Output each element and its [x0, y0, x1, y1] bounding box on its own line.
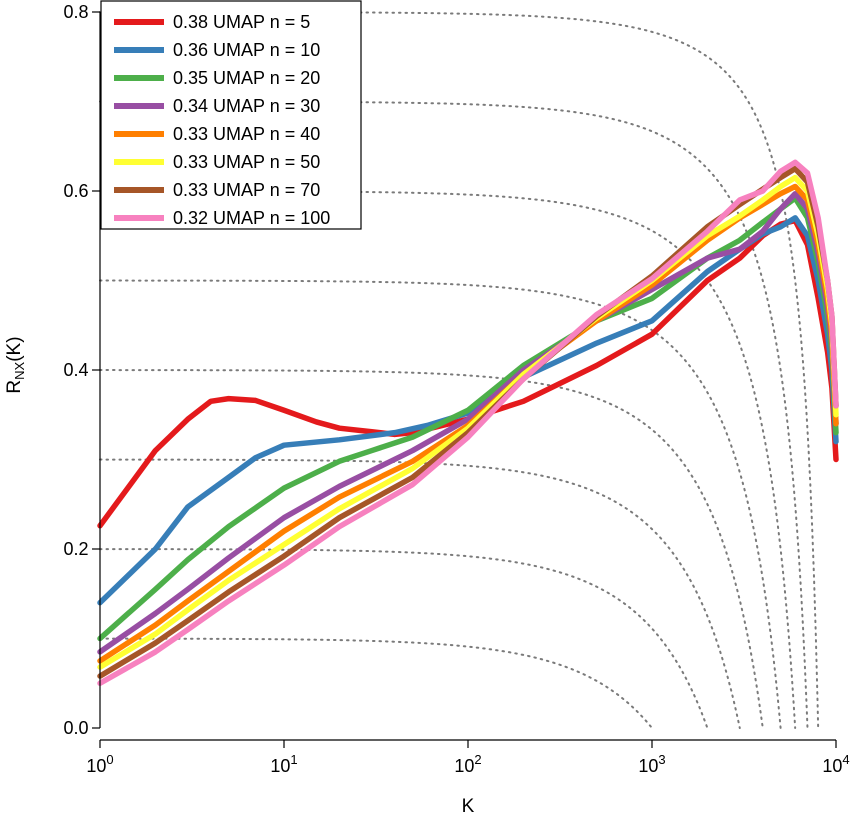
y-tick-label: 0.6: [63, 181, 88, 201]
legend-label-6: 0.33 UMAP n = 50: [173, 152, 320, 172]
reference-curve: [99, 11, 820, 729]
y-axis-title-sub: NX: [12, 361, 27, 379]
y-tick-label: 0.2: [63, 539, 88, 559]
x-axis-title: K: [462, 796, 475, 817]
x-tick-label: 101: [270, 752, 297, 776]
y-axis-title-base: R: [4, 380, 25, 394]
reference-curve: [99, 369, 764, 729]
x-tick-label: 100: [86, 752, 113, 776]
x-tick-label: 102: [454, 752, 481, 776]
x-ticks: 100 101 102 103 104: [86, 740, 850, 776]
reference-curve: [99, 637, 653, 729]
legend-items: 0.38 UMAP n = 5 0.36 UMAP n = 10 0.35 UMAP…: [114, 12, 330, 228]
reference-curve: [99, 279, 782, 729]
legend-label-5: 0.33 UMAP n = 40: [173, 124, 320, 144]
y-tick-label: 0.0: [63, 718, 88, 738]
y-tick-label: 0.8: [63, 2, 88, 22]
reference-curve: [99, 548, 709, 729]
axes: 0.0 0.2 0.4 0.6 0.8 100 101 102 103 104: [63, 2, 849, 776]
series-line-8: [97, 159, 839, 686]
legend-label-2: 0.36 UMAP n = 10: [173, 40, 320, 60]
legend-label-3: 0.35 UMAP n = 20: [173, 68, 320, 88]
legend-label-4: 0.34 UMAP n = 30: [173, 96, 320, 116]
y-axis-title: RNX(K): [4, 336, 27, 393]
series-line-1: [97, 217, 839, 529]
series-line-2: [97, 215, 839, 606]
series-lines: [97, 159, 839, 686]
legend: 0.38 UMAP n = 5 0.36 UMAP n = 10 0.35 UMAP…: [100, 0, 362, 230]
legend-label-7: 0.33 UMAP n = 70: [173, 180, 320, 200]
legend-label-1: 0.38 UMAP n = 5: [173, 12, 310, 32]
x-tick-label: 103: [638, 752, 665, 776]
y-axis-title-suffix: (K): [4, 336, 25, 361]
y-tick-label: 0.4: [63, 360, 88, 380]
legend-label-8: 0.32 UMAP n = 100: [173, 208, 330, 228]
y-ticks: 0.0 0.2 0.4 0.6 0.8: [63, 2, 100, 738]
x-tick-label: 104: [822, 752, 849, 776]
